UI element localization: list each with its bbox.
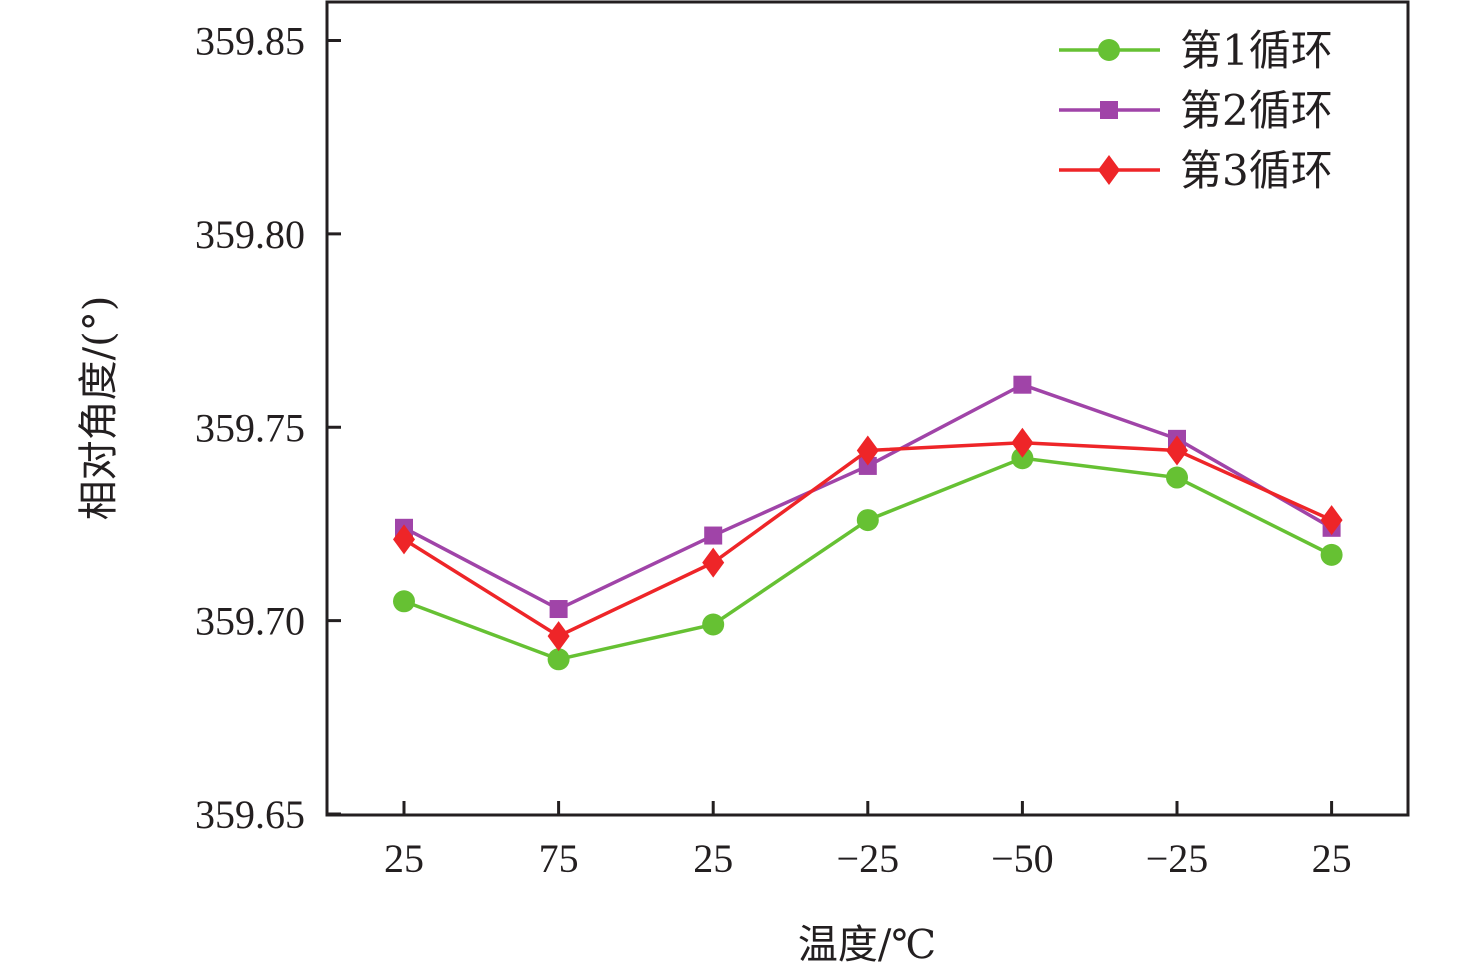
data-point-diamond bbox=[547, 621, 570, 652]
legend-label: 第1循环 bbox=[1180, 26, 1333, 75]
data-point-circle bbox=[1011, 447, 1034, 470]
y-tick-label: 359.70 bbox=[195, 599, 305, 644]
y-tick-label: 359.85 bbox=[195, 19, 305, 64]
x-tick-label: −25 bbox=[1146, 836, 1209, 881]
x-tick-label: −25 bbox=[837, 836, 900, 881]
legend-item: 第2循环 bbox=[1059, 86, 1333, 135]
x-tick-label: 25 bbox=[384, 836, 424, 881]
data-point-circle bbox=[393, 590, 415, 613]
legend-label: 第2循环 bbox=[1180, 86, 1333, 135]
data-point-circle bbox=[1320, 543, 1343, 566]
y-tick-label: 359.75 bbox=[195, 405, 305, 450]
series-line bbox=[403, 382, 1333, 611]
y-tick-label: 359.80 bbox=[195, 212, 305, 257]
data-point-square bbox=[549, 600, 568, 619]
series-group bbox=[393, 375, 1343, 671]
data-point-circle bbox=[702, 613, 725, 636]
legend-item: 第3循环 bbox=[1059, 146, 1333, 195]
data-point-square bbox=[1013, 375, 1032, 394]
x-tick-label: 25 bbox=[693, 836, 733, 881]
legend-marker-circle bbox=[1098, 39, 1120, 61]
data-point-diamond bbox=[856, 435, 879, 466]
data-point-diamond bbox=[1166, 435, 1188, 466]
data-point-square bbox=[858, 456, 877, 475]
legend-marker-diamond bbox=[1098, 155, 1120, 185]
legend-item: 第1循环 bbox=[1059, 26, 1333, 75]
x-axis-title: 温度/℃ bbox=[798, 922, 936, 968]
data-point-diamond bbox=[393, 524, 415, 555]
series-3 bbox=[393, 427, 1343, 652]
series-line bbox=[403, 456, 1333, 662]
data-point-diamond bbox=[1320, 505, 1343, 536]
data-point-diamond bbox=[702, 547, 725, 578]
y-axis-title: 相对角度/(°) bbox=[76, 296, 122, 521]
x-tick-label: 25 bbox=[1312, 836, 1352, 881]
x-axis: 25 75 25 −25 −50 −25 25 bbox=[384, 801, 1352, 881]
data-point-circle bbox=[1166, 466, 1188, 489]
data-point-circle bbox=[547, 648, 570, 671]
data-point-square bbox=[704, 526, 723, 545]
series-2 bbox=[395, 375, 1341, 619]
series-1 bbox=[393, 447, 1343, 671]
y-tick-label: 359.65 bbox=[195, 792, 305, 837]
legend-label: 第3循环 bbox=[1180, 146, 1333, 195]
data-point-diamond bbox=[1011, 427, 1034, 458]
x-tick-label: 75 bbox=[539, 836, 579, 881]
y-axis: 359.65 359.70 359.75 359.80 359.85 bbox=[195, 19, 341, 837]
x-tick-label: −50 bbox=[991, 836, 1054, 881]
legend-marker-square bbox=[1100, 101, 1118, 119]
data-point-circle bbox=[856, 509, 879, 532]
